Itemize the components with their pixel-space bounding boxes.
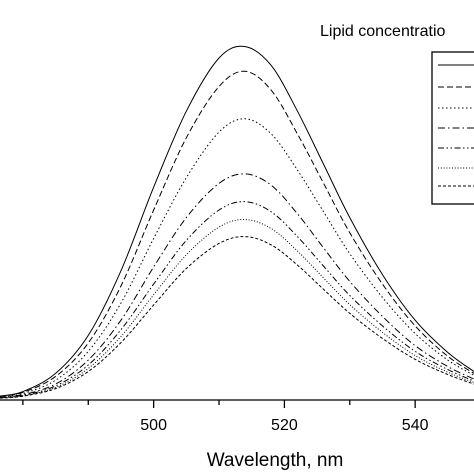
series-line-3 [0, 118, 474, 398]
legend-title: Lipid concentratio [320, 23, 446, 40]
legend: Lipid concentratio [320, 23, 474, 205]
series-lines [0, 45, 474, 399]
series-line-2 [0, 70, 474, 397]
x-axis-title: Wavelength, nm [207, 450, 344, 471]
series-line-4 [0, 173, 474, 398]
x-tick-label-500: 500 [140, 417, 167, 434]
series-line-6 [0, 218, 474, 399]
series-line-1 [0, 45, 474, 397]
series-line-7 [0, 236, 474, 399]
x-tick-label-520: 520 [271, 417, 298, 434]
x-tick-label-540: 540 [402, 417, 429, 434]
legend-samples [438, 64, 474, 187]
x-ticks: 500 520 540 [22, 400, 429, 434]
series-line-5 [0, 201, 474, 399]
